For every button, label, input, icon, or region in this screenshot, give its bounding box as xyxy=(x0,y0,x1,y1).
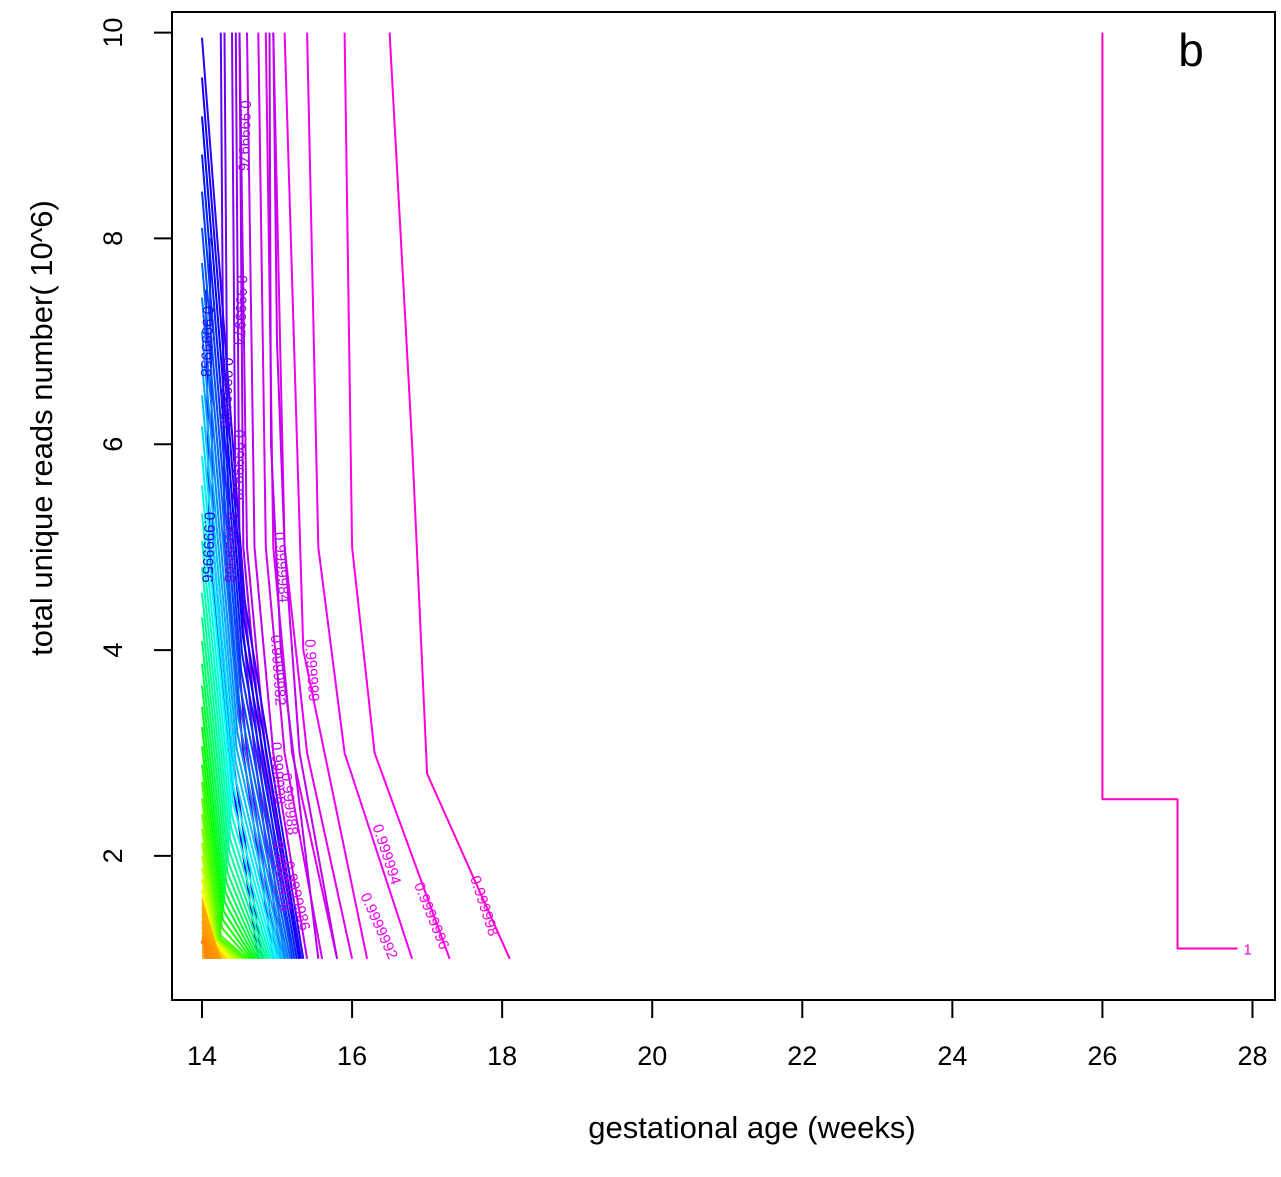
contour-fan-line xyxy=(201,363,285,960)
y-tick-label: 2 xyxy=(98,848,128,863)
x-tick-label: 16 xyxy=(337,1041,367,1071)
plot-frame xyxy=(171,11,1276,1001)
contour-line xyxy=(306,32,414,960)
y-tick-label: 6 xyxy=(98,437,128,452)
y-tick-label: 10 xyxy=(98,18,128,48)
contour-fan-line xyxy=(201,331,287,960)
contour-line xyxy=(388,32,511,960)
contour-fan-line xyxy=(201,456,279,960)
contour-fan-line xyxy=(201,663,261,960)
contour-line xyxy=(238,32,301,959)
contour-label: 0.999994 xyxy=(369,822,405,887)
contour-line xyxy=(283,32,369,960)
contour-fan-line xyxy=(201,726,255,960)
contour-fan-line xyxy=(201,77,303,959)
contour-fan-line xyxy=(201,116,300,959)
x-tick-label: 24 xyxy=(937,1041,967,1071)
contour-fan-line xyxy=(201,746,253,960)
y-tick-label: 4 xyxy=(98,643,128,658)
contour-label: 0.9999996 xyxy=(410,880,452,952)
contour-label: 0.9999956 xyxy=(198,512,217,583)
contour-fan-line xyxy=(201,617,266,960)
contour-fan-line xyxy=(201,513,274,960)
contour-fan-line xyxy=(201,485,277,960)
contour-fan-line xyxy=(201,781,248,960)
dense-contour-fan xyxy=(201,37,305,960)
contour-fan-line xyxy=(201,263,292,959)
contour-fan-line xyxy=(201,764,250,960)
x-tick-label: 22 xyxy=(787,1041,817,1071)
contour-line xyxy=(268,32,320,959)
contour-line xyxy=(272,32,339,959)
contour-fan-line xyxy=(201,706,257,960)
x-axis: 14 16 18 20 22 24 26 28 xyxy=(187,999,1268,1071)
contour-line xyxy=(272,32,354,960)
y-axis-title: total unique reads number( 10^6) xyxy=(24,200,59,656)
y-tick-label: 8 xyxy=(98,231,128,246)
contour-fan-line xyxy=(201,640,264,960)
panel-letter: b xyxy=(1178,24,1204,76)
contour-label: 0.9999966 xyxy=(216,357,235,428)
contour-fan-line xyxy=(201,395,283,960)
contour-label: 1 xyxy=(1243,942,1251,959)
contour-line xyxy=(246,32,309,959)
contour-label: 0.9999974 xyxy=(231,275,250,346)
contour-line xyxy=(343,32,451,960)
contour-label: 0.9999976 xyxy=(234,100,253,171)
contour-label: 0.9999982 xyxy=(267,634,289,706)
contour-label: 0.9999992 xyxy=(357,890,401,962)
contour-line xyxy=(257,32,324,959)
corner-gradient-patch xyxy=(202,897,221,959)
contour-label: 0.9999958 xyxy=(197,306,216,377)
contour-fan-line xyxy=(201,592,268,960)
x-tick-label: 26 xyxy=(1087,1041,1117,1071)
x-axis-title: gestational age (weeks) xyxy=(588,1110,915,1145)
contour-label: 0.999988 xyxy=(277,772,300,836)
contour-fan-line xyxy=(201,798,246,960)
contour-fan-line xyxy=(201,297,290,960)
contour-label: 0.999998 xyxy=(267,741,288,805)
x-tick-label: 14 xyxy=(187,1041,217,1071)
contour-fan-line xyxy=(201,191,296,959)
contour-fan-line xyxy=(201,227,294,959)
x-tick-label: 28 xyxy=(1237,1041,1267,1071)
contour-label: 0.9999972 xyxy=(228,429,247,500)
x-tick-label: 20 xyxy=(637,1041,667,1071)
contour-label: 0.999998 xyxy=(466,874,502,939)
contour-lines xyxy=(204,32,1238,960)
contour-label: 0.9999968 xyxy=(221,512,240,583)
x-tick-label: 18 xyxy=(487,1041,517,1071)
contour-fan-line xyxy=(201,37,305,959)
contour-fan-line xyxy=(201,154,298,959)
contour-fan-line xyxy=(201,426,281,960)
contour-fan-line xyxy=(201,540,272,960)
contour-line xyxy=(1101,32,1238,950)
contour-fan-line xyxy=(201,685,259,960)
contour-label: 0.999999 xyxy=(301,639,322,703)
contour-label: 0.9999984 xyxy=(271,531,293,603)
y-axis: 2 4 6 8 10 xyxy=(98,18,173,863)
contour-fan-line xyxy=(201,567,270,960)
